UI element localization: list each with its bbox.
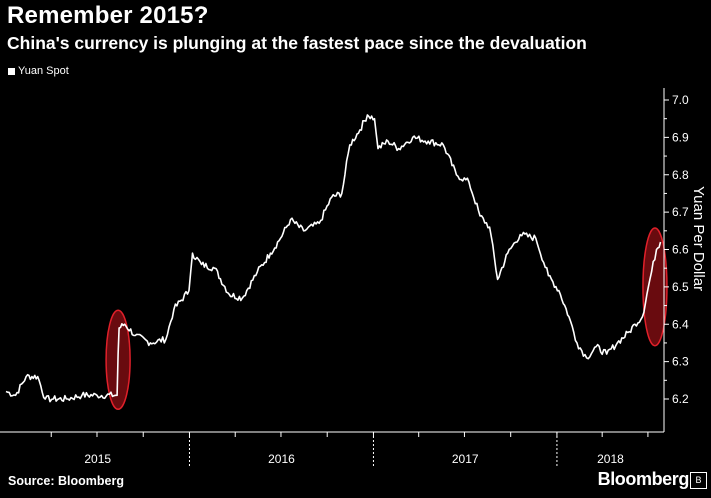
legend-label: Yuan Spot: [18, 65, 69, 77]
x-tick-label: 2017: [452, 452, 479, 466]
y-tick-label: 6.8: [672, 168, 689, 182]
y-tick-label: 6.4: [672, 317, 689, 331]
chart-subtitle: China's currency is plunging at the fast…: [7, 33, 587, 53]
y-tick-label: 6.5: [672, 280, 689, 294]
y-axis-title: Yuan Per Dollar: [690, 186, 707, 291]
x-tick-label: 2016: [268, 452, 295, 466]
y-tick-label: 6.6: [672, 243, 689, 257]
legend-swatch: [8, 67, 15, 75]
x-tick-label: 2015: [84, 452, 111, 466]
y-tick-label: 6.9: [672, 130, 689, 144]
y-tick-label: 7.0: [672, 93, 689, 107]
y-tick-label: 6.3: [672, 355, 689, 369]
legend: Yuan Spot: [8, 65, 69, 77]
y-tick-label: 6.2: [672, 392, 689, 406]
brand-logo: Bloomberg: [597, 469, 690, 489]
chart-title: Remember 2015?: [7, 2, 209, 29]
bloomberg-terminal-icon: B: [690, 472, 707, 489]
footer-bar: [0, 468, 711, 498]
highlight-ellipse-1: [642, 227, 668, 347]
series-line-yuan-spot: [5, 114, 662, 403]
x-tick-label: 2018: [597, 452, 624, 466]
source-note: Source: Bloomberg: [8, 474, 124, 488]
y-tick-label: 6.7: [672, 205, 689, 219]
